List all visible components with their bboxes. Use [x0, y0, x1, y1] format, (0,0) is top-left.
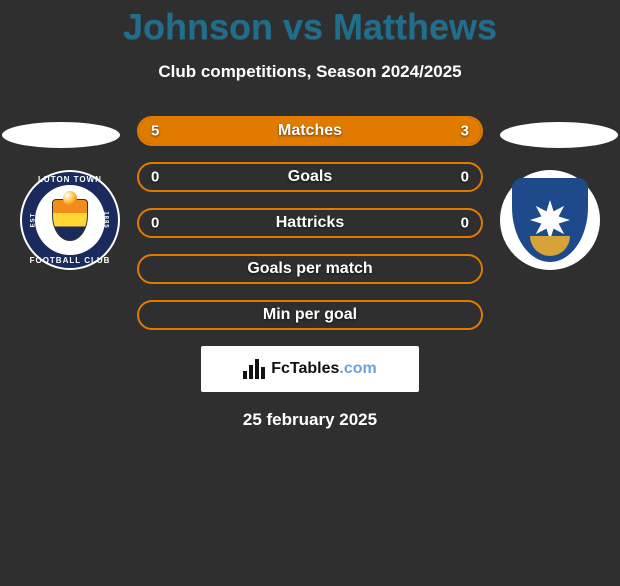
stat-bar-matches: 5 3 Matches: [137, 116, 483, 146]
stat-label: Goals per match: [247, 260, 372, 278]
stat-value-left: 5: [151, 123, 159, 140]
crest-shield-icon: [52, 199, 88, 241]
crest-rim-text-bottom: FOOTBALL CLUB: [30, 256, 111, 265]
page-title: Johnson vs Matthews: [0, 6, 620, 48]
stat-bar-goals: 0 0 Goals: [137, 162, 483, 192]
stat-value-left: 0: [151, 169, 159, 186]
crest-ball-icon: [63, 191, 77, 205]
brand-name: FcTables.com: [271, 360, 377, 378]
stat-label: Matches: [278, 122, 342, 140]
right-photo-placeholder: [500, 122, 618, 148]
bars-icon: [243, 359, 265, 379]
stat-label: Hattricks: [276, 214, 344, 232]
stat-bar-goals_per_match: Goals per match: [137, 254, 483, 284]
stat-bars: 5 3 Matches 0 0 Goals 0 0 Hattricks Goals per mat…: [137, 102, 483, 330]
date-stamp: 25 february 2025: [0, 410, 620, 430]
comparison-stage: LUTON TOWN FOOTBALL CLUB EST 1885 5 3 Matc…: [0, 102, 620, 330]
stat-label: Min per goal: [263, 306, 357, 324]
stat-value-right: 0: [461, 215, 469, 232]
right-club-crest: [500, 170, 600, 270]
left-photo-placeholder: [2, 122, 120, 148]
stat-value-left: 0: [151, 215, 159, 232]
left-club-crest: LUTON TOWN FOOTBALL CLUB EST 1885: [20, 170, 120, 270]
crest-star-icon: [530, 200, 570, 240]
brand-badge: FcTables.com: [201, 346, 419, 392]
crest-rim-text-top: LUTON TOWN: [38, 175, 102, 184]
stat-value-right: 0: [461, 169, 469, 186]
crest-crescent-icon: [530, 236, 570, 256]
stat-bar-min_per_goal: Min per goal: [137, 300, 483, 330]
stat-label: Goals: [288, 168, 332, 186]
subtitle: Club competitions, Season 2024/2025: [0, 62, 620, 82]
stat-value-right: 3: [461, 123, 469, 140]
stat-bar-hattricks: 0 0 Hattricks: [137, 208, 483, 238]
